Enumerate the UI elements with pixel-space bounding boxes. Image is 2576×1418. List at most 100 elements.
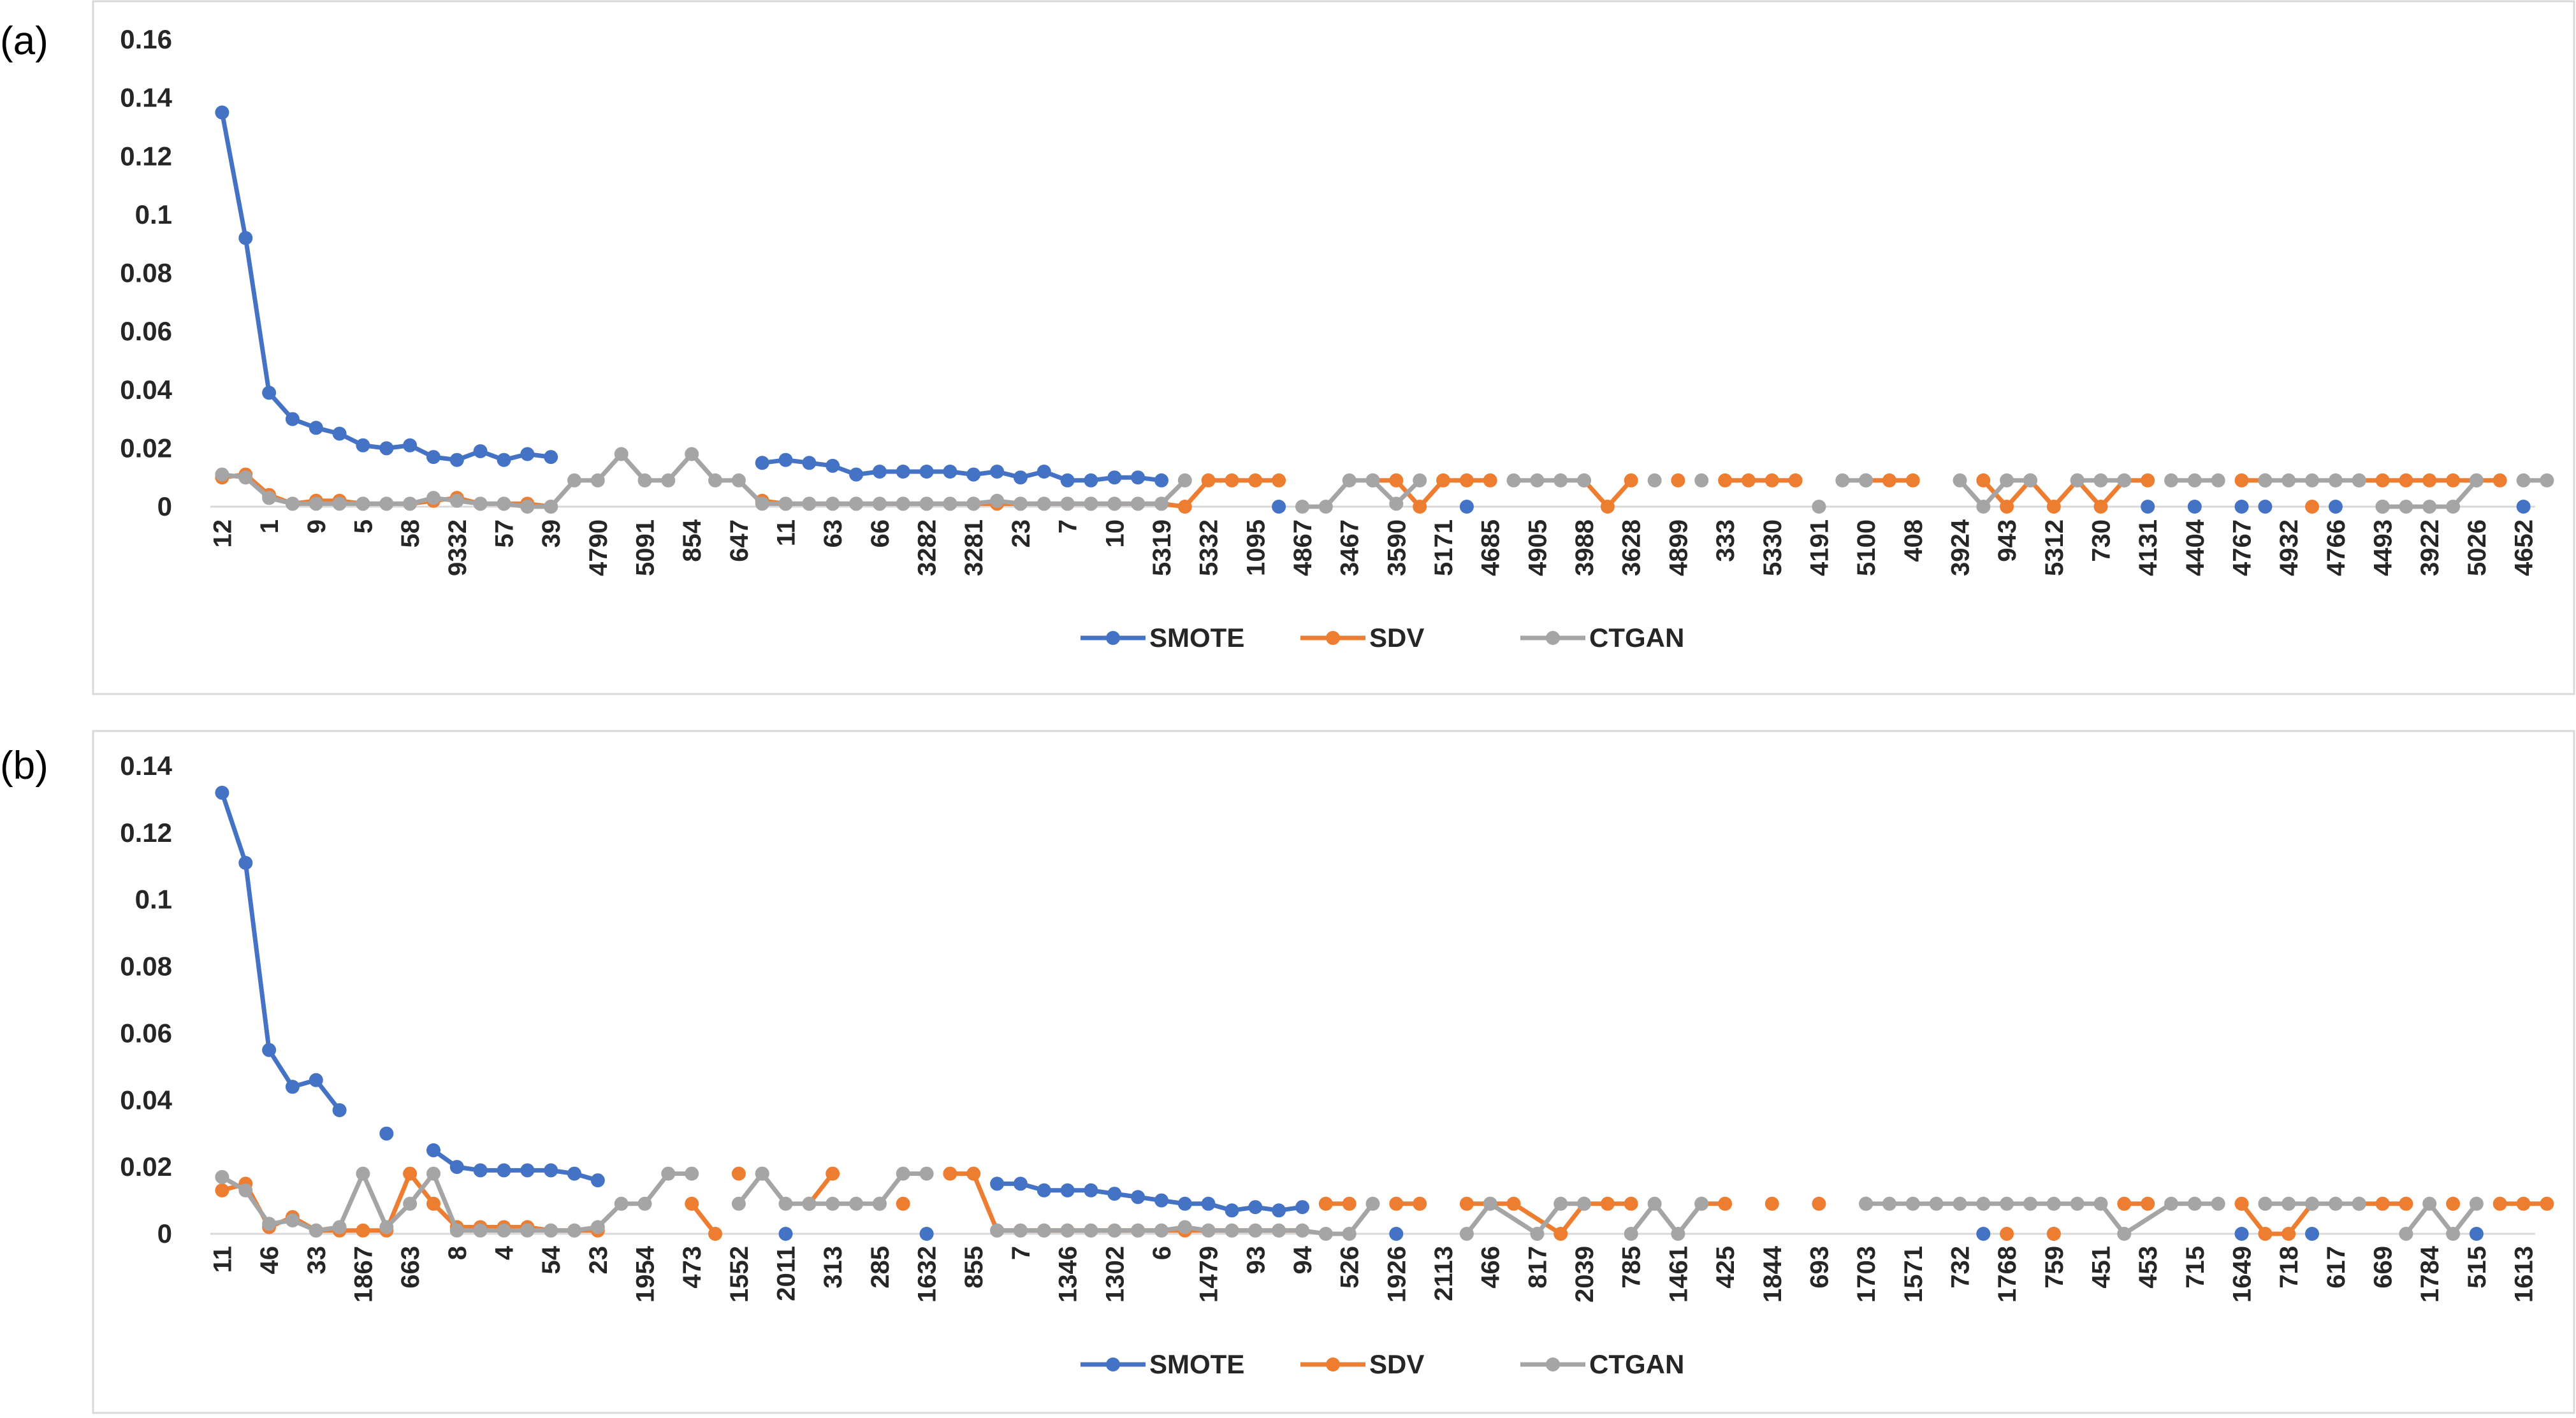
data-point-ctgan	[2211, 1196, 2225, 1211]
data-point-ctgan	[1929, 1196, 1944, 1211]
data-point-smote	[2305, 1227, 2319, 1241]
data-point-smote	[872, 465, 887, 479]
x-tick-label: 1346	[1054, 1246, 1082, 1303]
data-point-sdv	[1765, 473, 1779, 488]
data-point-ctgan	[2164, 473, 2178, 488]
x-tick-label: 46	[256, 1246, 284, 1275]
data-point-sdv	[1624, 473, 1638, 488]
data-point-ctgan	[285, 496, 300, 511]
data-point-sdv	[896, 1196, 910, 1211]
data-point-ctgan	[2000, 1196, 2014, 1211]
data-point-ctgan	[544, 500, 558, 514]
data-point-ctgan	[1318, 500, 1333, 514]
data-point-ctgan	[567, 1223, 581, 1238]
x-tick-label: 515	[2463, 1246, 2491, 1289]
data-point-ctgan	[544, 1223, 558, 1238]
data-point-ctgan	[2422, 500, 2437, 514]
data-point-ctgan	[2258, 473, 2273, 488]
data-point-sdv	[1201, 473, 1216, 488]
data-point-sdv	[2446, 1196, 2461, 1211]
x-tick-label: 663	[397, 1246, 425, 1289]
data-point-smote	[1459, 500, 1474, 514]
data-point-ctgan	[1577, 473, 1591, 488]
data-point-sdv	[2516, 1196, 2531, 1211]
data-point-ctgan	[1953, 473, 1967, 488]
data-point-smote	[332, 1103, 347, 1117]
data-point-ctgan	[826, 1196, 840, 1211]
data-point-smote	[1107, 1187, 1122, 1201]
legend-label-smote: SMOTE	[1149, 623, 1244, 653]
data-point-ctgan	[520, 500, 535, 514]
data-point-smote	[379, 1126, 394, 1141]
data-point-sdv	[426, 1196, 440, 1211]
data-point-ctgan	[778, 1196, 793, 1211]
y-tick-label: 0	[157, 1219, 172, 1248]
x-tick-label: 693	[1805, 1246, 1833, 1289]
x-tick-label: 3282	[913, 519, 942, 576]
data-point-smote	[590, 1173, 605, 1188]
x-tick-label: 1703	[1852, 1246, 1881, 1303]
x-tick-label: 4131	[2134, 519, 2162, 576]
data-point-ctgan	[262, 491, 277, 505]
data-point-sdv	[2399, 1196, 2413, 1211]
data-point-smote	[802, 456, 817, 470]
y-tick-label: 0.16	[120, 24, 172, 54]
data-point-smote	[497, 452, 511, 467]
legend-swatch-marker	[1326, 631, 1340, 645]
data-point-smote	[1976, 1227, 1991, 1241]
data-point-ctgan	[990, 1223, 1005, 1238]
data-point-ctgan	[1530, 473, 1545, 488]
data-point-ctgan	[990, 493, 1005, 508]
x-tick-label: 5100	[1852, 519, 1881, 576]
data-point-ctgan	[2164, 1196, 2178, 1211]
x-tick-label: 94	[1289, 1245, 1317, 1274]
x-tick-label: 3467	[1336, 519, 1364, 576]
x-tick-label: 1784	[2416, 1245, 2444, 1303]
data-point-ctgan	[1131, 496, 1146, 511]
x-tick-label: 785	[1618, 1246, 1646, 1289]
data-point-sdv	[2399, 473, 2413, 488]
data-point-ctgan	[1577, 1196, 1591, 1211]
x-tick-label: 3590	[1383, 519, 1411, 576]
data-point-sdv	[1554, 1227, 1568, 1241]
data-point-sdv	[2093, 500, 2108, 514]
data-point-sdv	[1905, 473, 1920, 488]
data-point-smote	[544, 450, 558, 465]
data-point-smote	[262, 386, 277, 400]
data-point-sdv	[2234, 1196, 2249, 1211]
y-tick-label: 0.04	[120, 375, 172, 405]
y-tick-label: 0	[157, 491, 172, 521]
data-point-sdv	[2141, 1196, 2155, 1211]
data-point-smote	[379, 441, 394, 456]
data-point-ctgan	[1318, 1227, 1333, 1241]
x-tick-label: 715	[2181, 1246, 2209, 1289]
data-point-ctgan	[2305, 1196, 2319, 1211]
data-point-sdv	[403, 1166, 418, 1181]
data-point-ctgan	[590, 473, 605, 488]
data-point-ctgan	[2070, 473, 2085, 488]
y-tick-label: 0.08	[120, 951, 172, 981]
chart-frame	[92, 0, 2575, 695]
data-point-ctgan	[637, 1196, 652, 1211]
data-point-smote	[238, 856, 253, 870]
data-point-sdv	[685, 1196, 699, 1211]
x-tick-label: 5330	[1759, 519, 1787, 576]
data-point-smote	[262, 1043, 277, 1057]
x-tick-label: 1867	[349, 1246, 377, 1303]
data-point-ctgan	[849, 1196, 864, 1211]
x-tick-label: 1613	[2510, 1246, 2538, 1303]
data-point-ctgan	[2399, 500, 2413, 514]
data-point-sdv	[1436, 473, 1450, 488]
data-point-ctgan	[872, 1196, 887, 1211]
data-point-ctgan	[2352, 1196, 2366, 1211]
data-point-ctgan	[2352, 473, 2366, 488]
legend: SMOTE SDV CTGAN	[1081, 1349, 1684, 1379]
data-point-ctgan	[1647, 473, 1662, 488]
x-tick-label: 855	[960, 1246, 988, 1289]
x-tick-label: 5319	[1148, 519, 1176, 576]
data-point-ctgan	[1365, 1196, 1380, 1211]
data-point-smote	[403, 438, 418, 452]
x-tick-label: 5312	[2041, 519, 2069, 576]
data-point-sdv	[1600, 500, 1615, 514]
